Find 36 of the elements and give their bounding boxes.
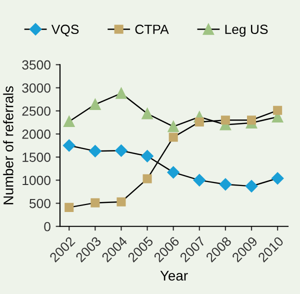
y-tick-label: 500 — [29, 198, 50, 208]
y-tick-label: 1000 — [22, 176, 50, 186]
point — [116, 88, 127, 99]
point — [90, 98, 101, 110]
point — [142, 108, 153, 120]
point — [64, 116, 75, 128]
x-axis-title: Year — [160, 270, 188, 281]
point — [115, 144, 128, 157]
y-tick-label: 0 — [44, 222, 50, 232]
legend-label: Leg US — [225, 24, 268, 37]
point — [219, 178, 232, 190]
y-axis-title: Number of referrals — [3, 86, 14, 204]
point — [90, 198, 100, 208]
point — [273, 106, 282, 115]
point — [271, 172, 284, 184]
point — [167, 166, 180, 178]
y-tick-label: 3000 — [22, 83, 50, 93]
legend-label: CTPA — [135, 24, 169, 34]
point — [64, 202, 74, 212]
point — [247, 116, 256, 125]
point — [193, 174, 206, 186]
point — [142, 174, 152, 184]
point — [141, 150, 154, 162]
y-tick-label: 1500 — [22, 152, 50, 162]
point — [63, 139, 76, 152]
point — [194, 117, 204, 126]
point — [168, 121, 179, 132]
y-tick-label: 2000 — [22, 130, 50, 139]
point — [245, 180, 258, 192]
point — [220, 116, 230, 125]
point — [168, 132, 178, 142]
point — [116, 197, 126, 206]
legend-label: VQS — [51, 24, 79, 36]
y-tick-label: 2500 — [22, 106, 50, 116]
point — [89, 144, 102, 158]
y-tick-label: 3500 — [22, 60, 50, 70]
